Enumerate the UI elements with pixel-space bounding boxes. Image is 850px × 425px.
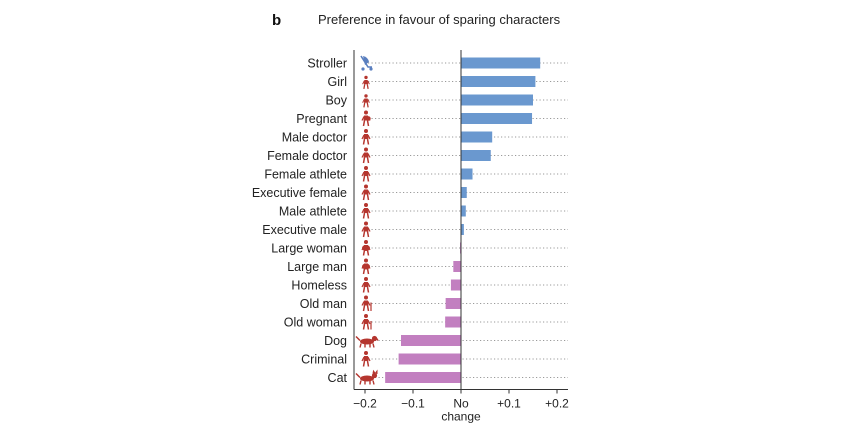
bar (398, 353, 461, 365)
old-man-icon (361, 295, 372, 312)
category-label: Dog (324, 334, 347, 348)
boy-icon (362, 94, 370, 108)
bar (461, 205, 466, 217)
category-label: Large man (287, 260, 347, 274)
category-label: Cat (328, 371, 348, 385)
category-label: Old man (300, 297, 347, 311)
bar (461, 131, 493, 143)
category-label: Boy (325, 94, 347, 108)
category-label: Male athlete (279, 205, 347, 219)
pregnant-icon (361, 110, 371, 127)
category-label: Large woman (271, 242, 347, 256)
bar (461, 187, 467, 198)
large-man-icon (361, 258, 371, 275)
stroller-icon (360, 55, 373, 71)
character-icons (355, 55, 379, 385)
bar (450, 279, 461, 291)
bars (385, 57, 541, 383)
category-label: Executive female (252, 186, 347, 200)
old-woman-icon (361, 314, 372, 330)
category-label: Girl (328, 75, 347, 89)
executive-male-icon (361, 221, 371, 238)
category-label: Male doctor (282, 131, 347, 145)
category-label: Homeless (291, 279, 347, 293)
category-label: Stroller (307, 57, 347, 71)
bar (453, 261, 461, 272)
bar (461, 113, 533, 124)
male-athlete-icon (361, 203, 371, 219)
axes (353, 50, 568, 390)
x-tick-label: No (453, 397, 469, 411)
category-label: Pregnant (296, 112, 347, 126)
female-athlete-icon (361, 166, 371, 182)
x-tick-label: +0.1 (497, 397, 521, 411)
bar (461, 94, 533, 106)
x-tick-label: −0.2 (353, 397, 377, 411)
panel-letter: b (272, 12, 281, 29)
homeless-icon (361, 277, 371, 293)
x-tick-sublabel: change (441, 410, 481, 424)
bar (461, 150, 491, 161)
category-label: Criminal (301, 353, 347, 367)
chart-title: Preference in favour of sparing characte… (318, 12, 561, 27)
bar (461, 57, 541, 69)
girl-icon (362, 75, 370, 89)
bar (385, 372, 461, 383)
x-tick-label: +0.2 (545, 397, 569, 411)
female-doctor-icon (361, 147, 371, 164)
male-doctor-icon (361, 129, 371, 145)
category-labels: Stroller Girl Boy Pregnant Male doctor Female… (252, 57, 348, 386)
bar (445, 316, 461, 328)
bar (445, 298, 461, 309)
bar (461, 224, 464, 235)
bar (461, 76, 536, 87)
x-tick-label: −0.1 (401, 397, 425, 411)
row-guides (368, 62, 568, 378)
cat-icon (355, 369, 378, 385)
executive-female-icon (361, 184, 371, 201)
category-label: Female doctor (267, 149, 347, 163)
large-woman-icon (361, 240, 371, 256)
bar (461, 168, 473, 180)
category-label: Female athlete (264, 168, 347, 182)
category-label: Executive male (262, 223, 347, 237)
category-label: Old woman (284, 316, 347, 330)
dog-icon (355, 335, 379, 348)
criminal-icon (361, 351, 371, 367)
bar (401, 335, 461, 346)
